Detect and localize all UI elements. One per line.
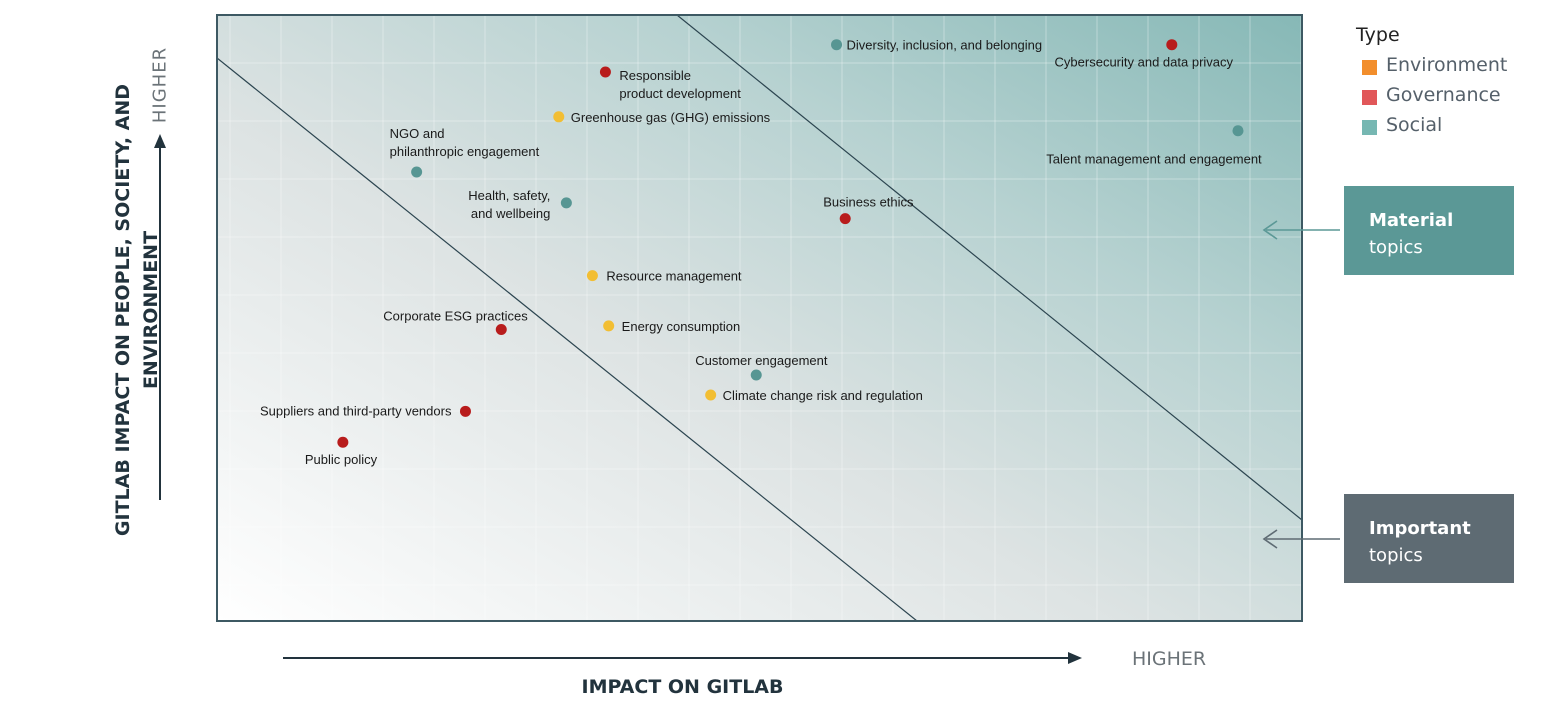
point-marker[interactable] [839, 213, 851, 225]
legend-item-environment[interactable]: Environment [1334, 54, 1544, 86]
point-label-line: Responsible [619, 68, 691, 83]
grid [216, 14, 1303, 622]
point-label-line: Talent management and engagement [1046, 152, 1262, 167]
point-label: Talent management and engagement [1046, 152, 1262, 167]
point-marker[interactable] [459, 405, 471, 417]
legend-item-social[interactable]: Social [1334, 114, 1544, 146]
point-label: Cybersecurity and data privacy [1055, 55, 1234, 70]
data-point-customer-engagement[interactable]: Customer engagement [695, 353, 828, 381]
point-label: Responsible product development [619, 68, 741, 101]
data-point-corporate-esg-practices[interactable]: Corporate ESG practices [383, 309, 528, 336]
point-marker[interactable] [495, 324, 507, 336]
y-axis-arrow-head [154, 134, 166, 148]
important-topics-badge: Important topics [1344, 494, 1514, 583]
point-label-line: Corporate ESG practices [383, 309, 528, 324]
point-label-line: Resource management [606, 269, 742, 284]
point-label-line: product development [619, 86, 741, 101]
data-point-greenhouse-gas-ghg-emissions[interactable]: Greenhouse gas (GHG) emissions [553, 110, 771, 125]
x-axis-arrow-head [1068, 652, 1082, 664]
point-label: NGO and philanthropic engagement [390, 126, 540, 159]
point-label: Diversity, inclusion, and belonging [847, 38, 1043, 53]
point-label: Resource management [606, 269, 742, 284]
point-marker[interactable] [1232, 125, 1244, 137]
point-label-line: Suppliers and third-party vendors [260, 403, 452, 418]
y-axis-title: GITLAB IMPACT ON PEOPLE, SOCIETY, AND EN… [112, 83, 162, 537]
point-marker[interactable] [411, 166, 423, 178]
legend-swatch-environment [1362, 60, 1377, 75]
point-label: Business ethics [823, 195, 914, 210]
point-label: Customer engagement [695, 353, 828, 368]
important-badge-subtitle: topics [1369, 545, 1423, 566]
data-point-suppliers-and-third-party-vendors[interactable]: Suppliers and third-party vendors [260, 403, 471, 418]
legend-title: Type [1356, 24, 1400, 46]
x-axis-higher-label: HIGHER [1132, 648, 1207, 670]
plot-background [217, 15, 1302, 621]
data-point-business-ethics[interactable]: Business ethics [823, 195, 914, 225]
point-label-line: Energy consumption [622, 319, 741, 334]
data-point-cybersecurity-and-data-privacy[interactable]: Cybersecurity and data privacy [1055, 39, 1234, 70]
important-threshold-line [217, 57, 918, 621]
legend-swatch-governance [1362, 90, 1377, 105]
point-marker[interactable] [599, 66, 611, 78]
plot-border [216, 14, 1303, 622]
data-point-ngo-and-philanthropic-engagement[interactable]: NGO and philanthropic engagement [390, 126, 540, 178]
point-label: Suppliers and third-party vendors [260, 403, 452, 418]
data-point-diversity-inclusion-and-belonging[interactable]: Diversity, inclusion, and belonging [831, 38, 1042, 53]
point-marker[interactable] [603, 320, 615, 332]
data-point-talent-management-and-engagement[interactable]: Talent management and engagement [1046, 125, 1262, 167]
important-pointer-head [1262, 529, 1278, 549]
point-label-line: philanthropic engagement [390, 144, 540, 159]
point-marker[interactable] [553, 111, 565, 123]
data-point-responsible-product-development[interactable]: Responsible product development [599, 66, 741, 101]
point-label: Climate change risk and regulation [723, 388, 923, 403]
point-label-line: Cybersecurity and data privacy [1055, 55, 1234, 70]
data-point-climate-change-risk-and-regulation[interactable]: Climate change risk and regulation [705, 388, 923, 403]
legend-swatch-social [1362, 120, 1377, 135]
point-label: Public policy [305, 452, 378, 467]
data-point-resource-management[interactable]: Resource management [586, 269, 742, 284]
point-label-line: Business ethics [823, 195, 914, 210]
point-label-line: and wellbeing [471, 206, 551, 221]
material-pointer-head [1262, 220, 1278, 240]
data-point-health-safety-and-wellbeing[interactable]: Health, safety, and wellbeing [468, 188, 572, 221]
point-label: Greenhouse gas (GHG) emissions [571, 110, 771, 125]
legend-item-governance[interactable]: Governance [1334, 84, 1544, 116]
point-label: Health, safety, and wellbeing [468, 188, 550, 221]
point-marker[interactable] [1166, 39, 1178, 51]
point-label-line: Public policy [305, 452, 378, 467]
point-label-line: Health, safety, [468, 188, 550, 203]
legend-label-governance: Governance [1386, 84, 1501, 106]
point-label: Corporate ESG practices [383, 309, 528, 324]
point-marker[interactable] [560, 197, 572, 209]
material-topics-badge: Material topics [1344, 186, 1514, 275]
threshold-lines [217, 15, 1302, 621]
data-point-energy-consumption[interactable]: Energy consumption [603, 319, 740, 334]
material-badge-subtitle: topics [1369, 237, 1423, 258]
important-badge-title: Important [1369, 518, 1471, 539]
point-label-line: Diversity, inclusion, and belonging [847, 38, 1043, 53]
point-marker[interactable] [337, 436, 349, 448]
point-marker[interactable] [831, 39, 843, 51]
point-label-line: Climate change risk and regulation [723, 388, 923, 403]
point-marker[interactable] [750, 369, 762, 381]
material-threshold-line [676, 15, 1302, 521]
point-label-line: NGO and [390, 126, 445, 141]
x-axis-title: IMPACT ON GITLAB [581, 676, 784, 698]
point-label-line: Greenhouse gas (GHG) emissions [571, 110, 771, 125]
point-marker[interactable] [705, 389, 717, 401]
legend-label-environment: Environment [1386, 54, 1508, 76]
data-point-public-policy[interactable]: Public policy [305, 436, 378, 468]
point-marker[interactable] [586, 270, 598, 282]
legend-label-social: Social [1386, 114, 1443, 136]
point-label-line: Customer engagement [695, 353, 828, 368]
y-axis-title-wrap: GITLAB IMPACT ON PEOPLE, SOCIETY, AND EN… [62, 70, 212, 550]
material-badge-title: Material [1369, 210, 1454, 231]
point-label: Energy consumption [622, 319, 741, 334]
